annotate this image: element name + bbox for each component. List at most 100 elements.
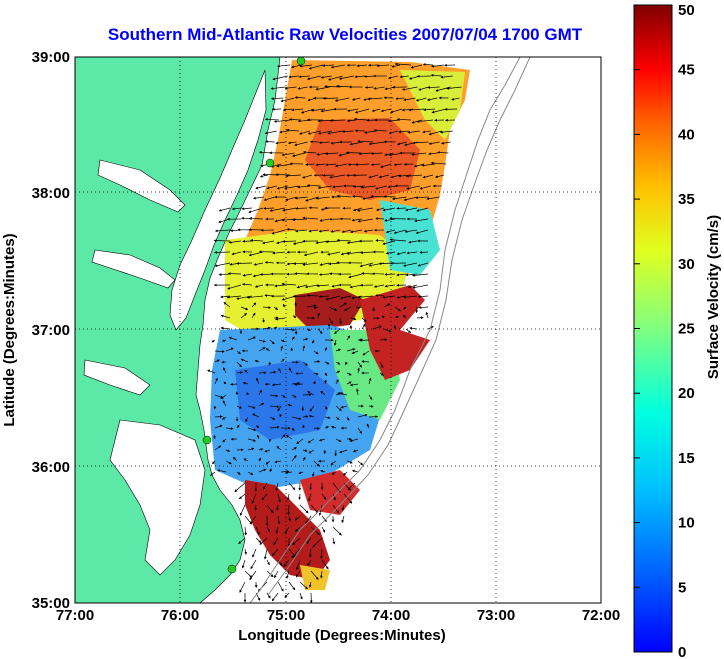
velocity-vector — [307, 130, 321, 135]
velocity-vector — [341, 515, 345, 524]
velocity-vector — [247, 447, 255, 451]
velocity-vector — [251, 312, 256, 319]
velocity-vector — [305, 515, 312, 524]
velocity-vector — [214, 359, 220, 363]
velocity-vector — [265, 140, 275, 144]
velocity-vector — [320, 548, 323, 559]
velocity-vector — [288, 367, 293, 374]
velocity-vector — [299, 592, 303, 600]
velocity-vector — [428, 141, 440, 145]
velocity-vector — [349, 141, 363, 146]
velocity-vector — [213, 239, 231, 242]
velocity-vector — [346, 335, 351, 341]
velocity-vector — [335, 438, 342, 442]
velocity-vector — [431, 108, 447, 114]
velocity-vector — [244, 369, 249, 374]
velocity-vector — [376, 207, 385, 211]
velocity-vector — [331, 471, 337, 475]
velocity-vector — [225, 460, 232, 465]
velocity-vector — [382, 315, 385, 319]
velocity-vector — [288, 581, 296, 591]
velocity-vector — [271, 97, 284, 100]
velocity-vector — [358, 152, 372, 156]
velocity-vector — [310, 108, 326, 112]
bathymetry-contour — [267, 57, 531, 596]
velocity-vector — [295, 570, 301, 578]
station-mid[interactable] — [265, 158, 275, 168]
velocity-vector — [269, 425, 280, 429]
velocity-vector — [302, 338, 309, 341]
velocity-vector — [322, 97, 339, 100]
velocity-vector — [318, 295, 330, 299]
velocity-vector — [242, 381, 249, 385]
colorbar-tick-label: 35 — [678, 191, 695, 208]
velocity-vector — [396, 273, 407, 277]
velocity-vector — [269, 370, 277, 374]
velocity-vector — [244, 526, 247, 536]
velocity-vector — [357, 218, 374, 223]
velocity-vector — [246, 295, 264, 299]
velocity-vector — [307, 391, 315, 396]
velocity-vector — [394, 315, 399, 319]
colorbar-tick-label: 45 — [678, 62, 695, 79]
velocity-vector — [207, 369, 216, 374]
velocity-vector — [360, 185, 376, 189]
velocity-vector — [419, 185, 431, 190]
velocity-vector — [318, 141, 330, 145]
velocity-vector — [286, 128, 299, 132]
velocity-vector — [223, 367, 227, 374]
velocity-vector — [245, 416, 249, 423]
velocity-vector — [284, 526, 290, 534]
velocity-vector — [322, 64, 335, 67]
velocity-vector — [368, 394, 373, 400]
velocity-vector — [317, 312, 320, 319]
velocity-vector — [252, 413, 260, 418]
velocity-vector — [324, 405, 328, 410]
velocity-vector — [247, 438, 257, 442]
velocity-vector — [265, 348, 271, 352]
velocity-vector — [382, 295, 396, 299]
velocity-vector — [356, 306, 363, 309]
x-tick-label: 76:00 — [161, 607, 199, 624]
velocity-vector — [335, 348, 341, 352]
velocity-vector — [236, 262, 253, 265]
velocity-vector — [415, 229, 429, 234]
velocity-vector — [385, 251, 396, 255]
x-tick-label: 77:00 — [56, 607, 94, 624]
velocity-vector — [316, 284, 330, 288]
velocity-vector — [234, 482, 246, 492]
velocity-vector — [310, 570, 319, 580]
station-south[interactable] — [202, 435, 212, 445]
velocity-vector — [357, 460, 364, 466]
velocity-vector — [305, 163, 315, 166]
velocity-vector — [273, 306, 279, 310]
velocity-vector — [325, 152, 339, 156]
velocity-vector — [332, 526, 342, 536]
velocity-vector — [214, 424, 223, 429]
velocity-vector — [390, 108, 403, 114]
station-north[interactable] — [296, 57, 306, 66]
velocity-vector — [359, 338, 370, 342]
velocity-vector — [225, 347, 234, 352]
velocity-vector — [282, 303, 286, 308]
velocity-vector — [328, 75, 343, 81]
velocity-vector — [404, 229, 418, 233]
velocity-vector — [247, 336, 256, 341]
velocity-vector — [324, 361, 330, 365]
velocity-vector — [275, 141, 286, 145]
station-hatteras[interactable] — [227, 564, 237, 574]
velocity-vector — [373, 129, 387, 132]
velocity-vector — [294, 272, 308, 275]
velocity-vector — [294, 141, 308, 147]
velocity-vector — [280, 97, 295, 103]
velocity-vector — [288, 75, 299, 79]
velocity-vector — [291, 427, 295, 432]
velocity-vector — [287, 141, 297, 145]
velocity-vector — [343, 306, 352, 311]
velocity-vector — [262, 240, 275, 245]
colorbar-tick-label: 0 — [678, 644, 686, 659]
velocity-vector — [231, 251, 242, 256]
colorbar-tick-label: 40 — [678, 126, 695, 143]
velocity-vector — [214, 262, 231, 267]
colorbar-tick-label: 25 — [678, 321, 695, 338]
